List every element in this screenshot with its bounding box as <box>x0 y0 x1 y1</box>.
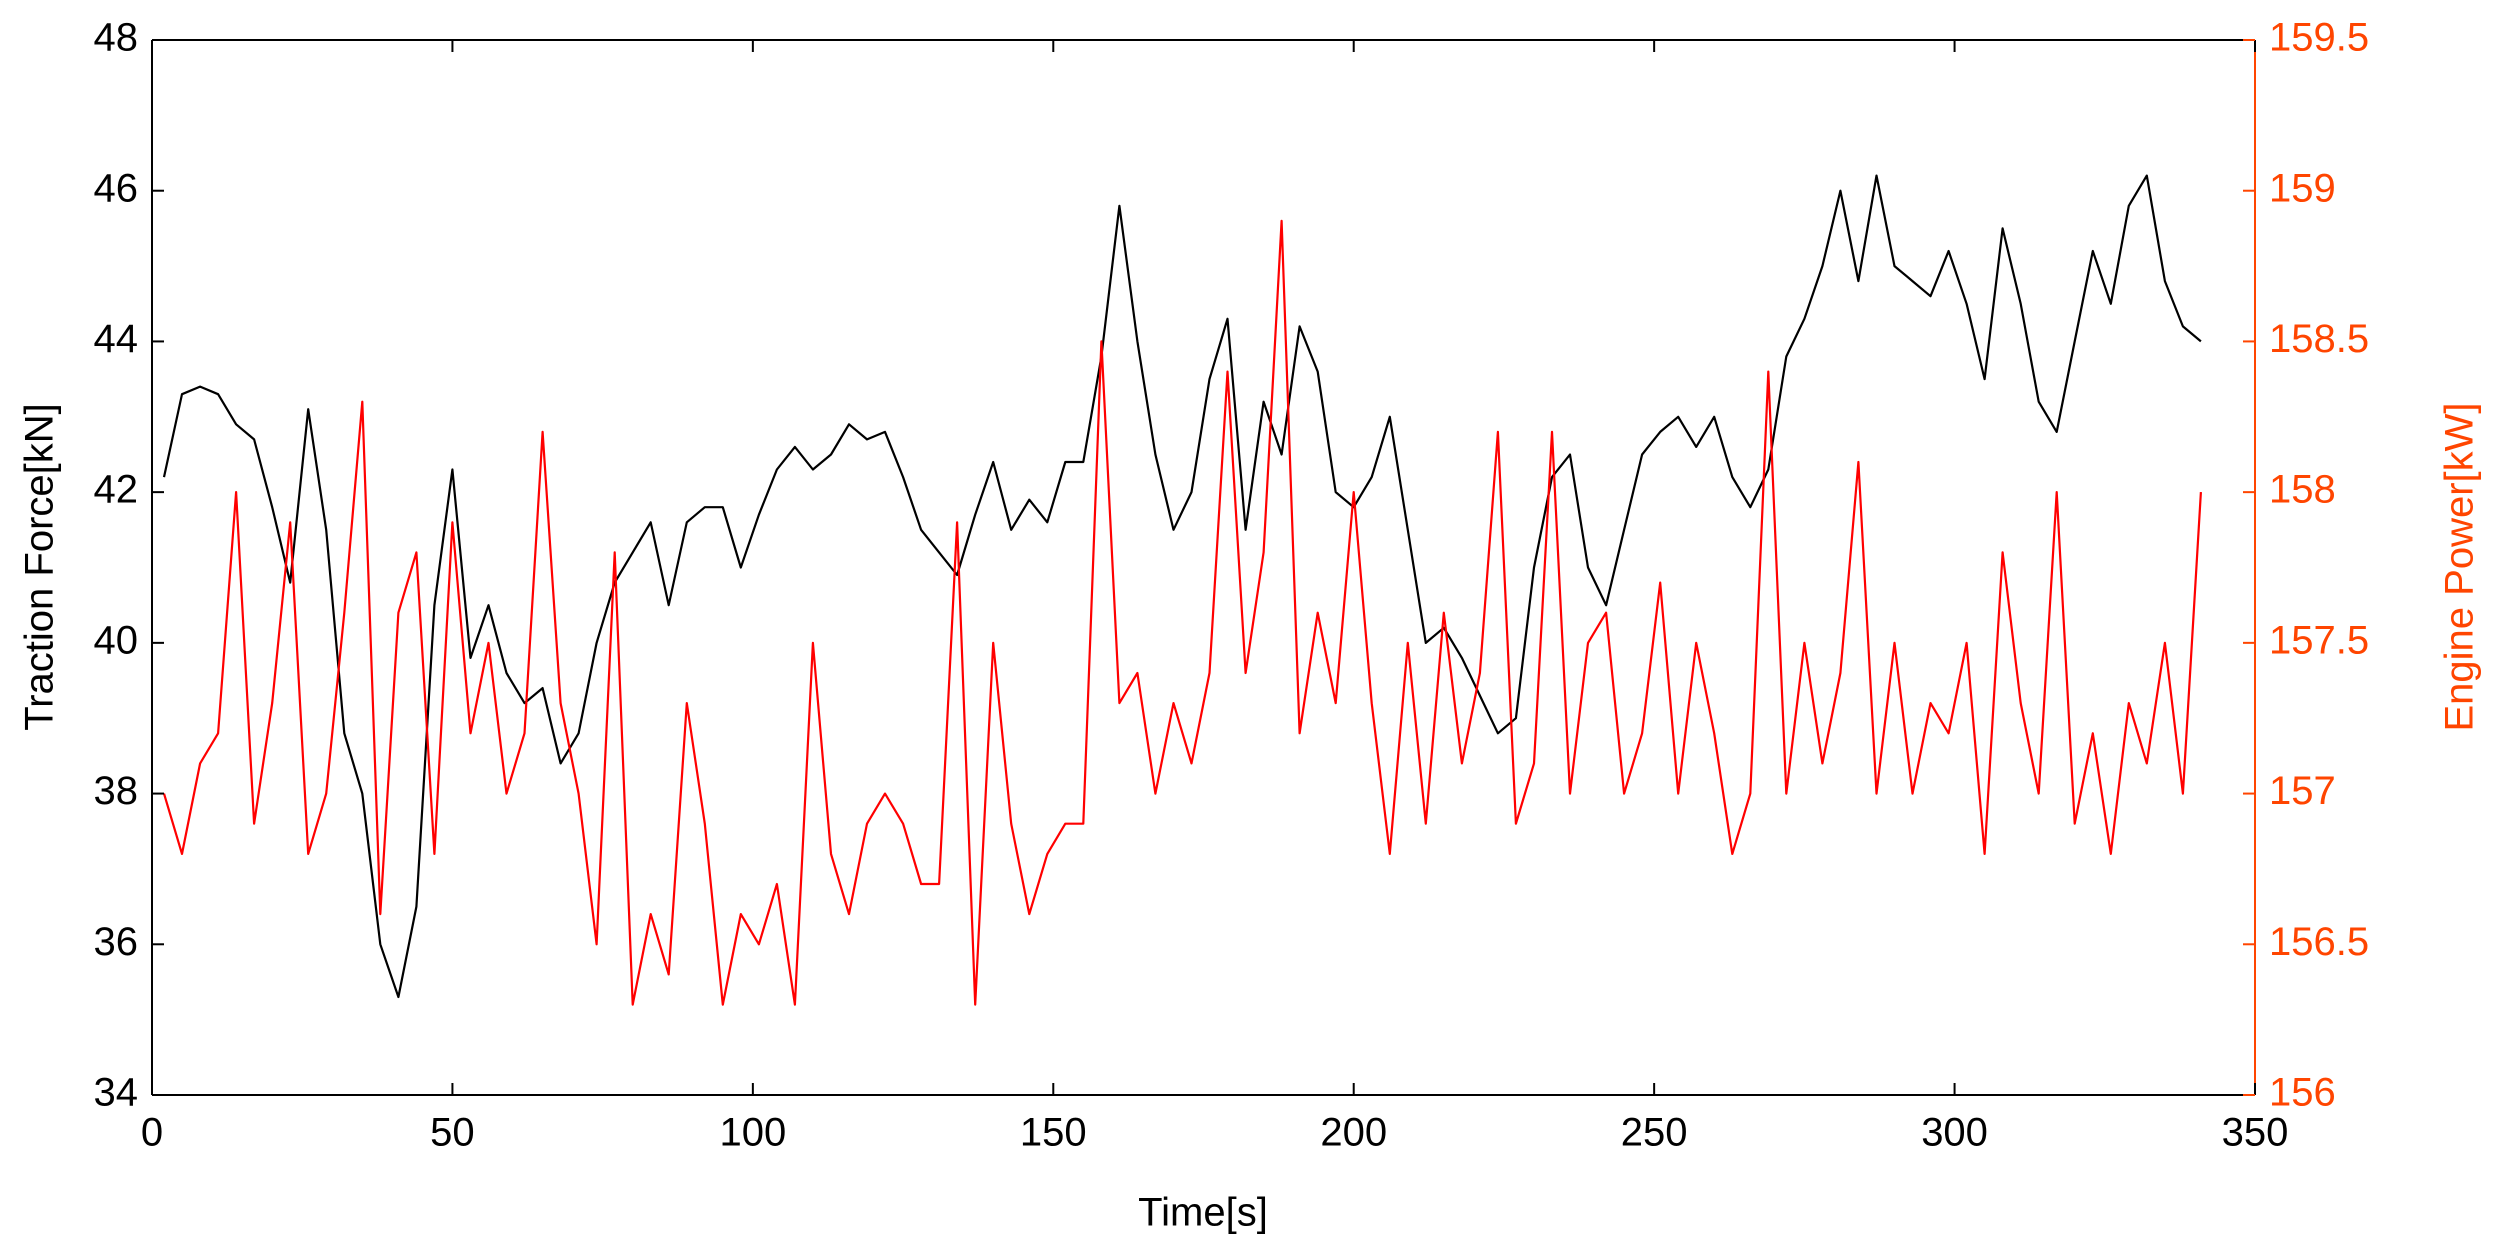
y-tick-label: 36 <box>94 920 139 964</box>
y-tick-label: 34 <box>94 1071 139 1115</box>
x-tick-label: 100 <box>719 1111 786 1155</box>
y2-tick-label: 156 <box>2269 1071 2336 1115</box>
y2-tick-label: 156.5 <box>2269 920 2369 964</box>
y-tick-label: 42 <box>94 468 139 512</box>
y-tick-label: 46 <box>94 166 139 210</box>
y-tick-label: 48 <box>94 16 139 60</box>
x-tick-label: 250 <box>1621 1111 1688 1155</box>
x-tick-label: 200 <box>1320 1111 1387 1155</box>
y2-tick-label: 159.5 <box>2269 16 2369 60</box>
x-tick-label: 0 <box>141 1111 163 1155</box>
y2-tick-label: 158.5 <box>2269 317 2369 361</box>
y-tick-label: 44 <box>94 317 139 361</box>
x-axis-label: Time[s] <box>1138 1191 1268 1235</box>
y2-tick-label: 157 <box>2269 769 2336 813</box>
y2-tick-label: 157.5 <box>2269 618 2369 662</box>
y2-axis-label: Engine Power[kW] <box>2438 402 2482 731</box>
y-tick-label: 38 <box>94 769 139 813</box>
x-tick-label: 150 <box>1020 1111 1087 1155</box>
data-line <box>162 174 2202 999</box>
x-tick-label: 50 <box>430 1111 475 1155</box>
y-axis-label: Traction Force[kN] <box>18 403 62 730</box>
y2-tick-label: 158 <box>2269 468 2336 512</box>
y2-tick-label: 159 <box>2269 166 2336 210</box>
x-tick-label: 300 <box>1921 1111 1988 1155</box>
y-tick-label: 40 <box>94 618 139 662</box>
x-tick-label: 350 <box>2222 1111 2289 1155</box>
data-line <box>162 219 2202 1006</box>
